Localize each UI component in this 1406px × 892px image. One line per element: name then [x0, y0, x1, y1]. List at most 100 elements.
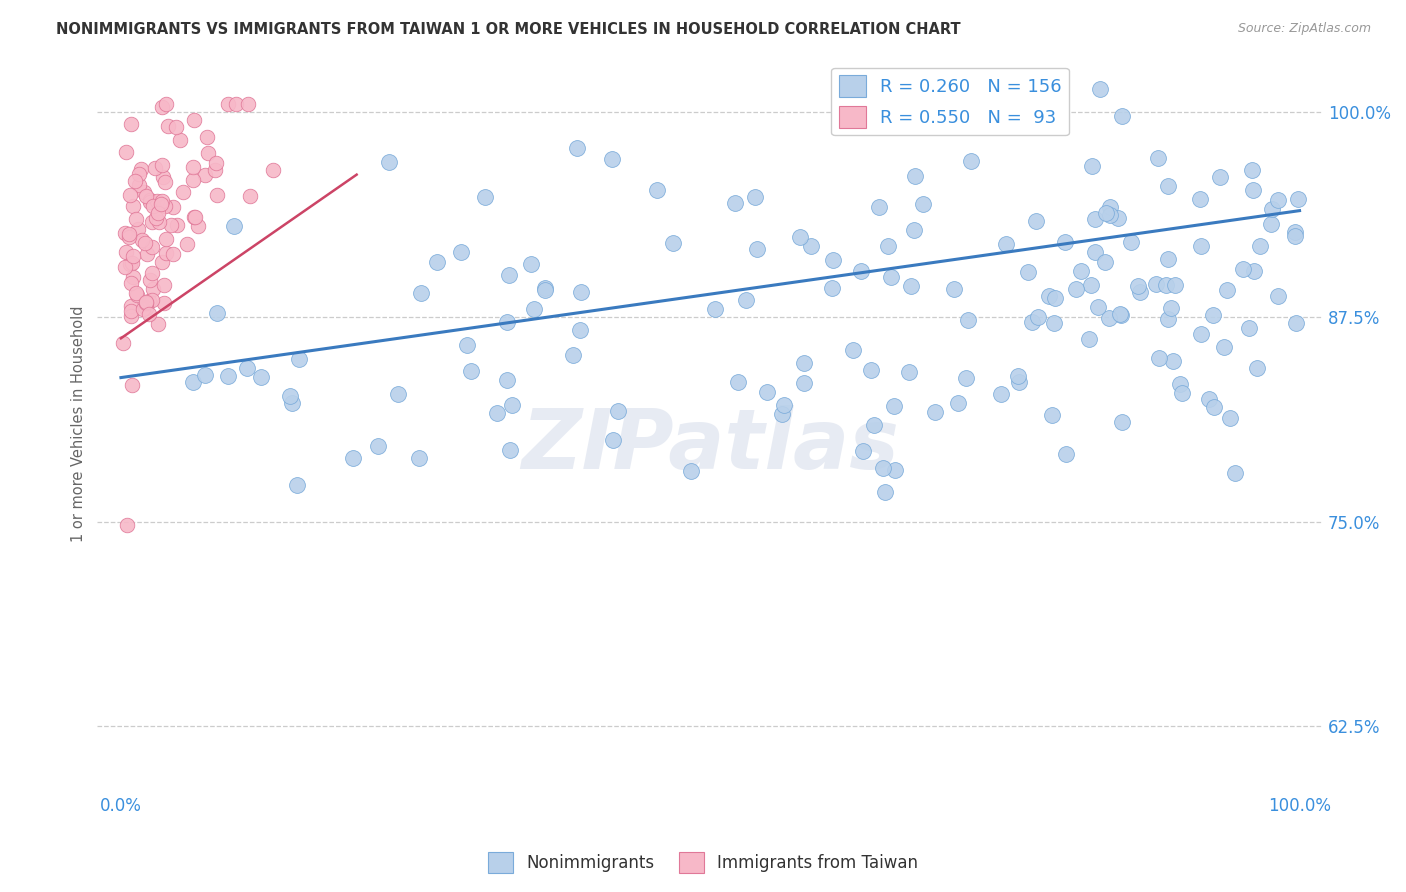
- Point: [166, 218, 188, 232]
- Point: [474, 190, 496, 204]
- Point: [262, 162, 284, 177]
- Point: [823, 253, 845, 268]
- Point: [990, 386, 1012, 401]
- Point: [884, 463, 907, 477]
- Point: [135, 301, 157, 315]
- Point: [142, 199, 165, 213]
- Point: [135, 189, 157, 203]
- Point: [1087, 300, 1109, 314]
- Point: [1198, 392, 1220, 406]
- Point: [141, 240, 163, 254]
- Point: [1267, 289, 1289, 303]
- Point: [181, 160, 204, 174]
- Point: [734, 293, 756, 307]
- Point: [146, 205, 169, 219]
- Point: [131, 302, 153, 317]
- Point: [924, 405, 946, 419]
- Point: [523, 302, 546, 317]
- Point: [942, 283, 965, 297]
- Point: [165, 120, 187, 135]
- Point: [120, 277, 142, 291]
- Point: [121, 255, 143, 269]
- Point: [841, 343, 863, 358]
- Point: [1088, 81, 1111, 95]
- Point: [1157, 312, 1180, 326]
- Point: [155, 97, 177, 112]
- Point: [1119, 235, 1142, 249]
- Point: [120, 304, 142, 318]
- Point: [1147, 151, 1170, 165]
- Point: [128, 178, 150, 192]
- Point: [1209, 169, 1232, 184]
- Point: [1043, 316, 1066, 330]
- Point: [744, 190, 766, 204]
- Point: [139, 273, 162, 287]
- Point: [770, 407, 793, 421]
- Point: [1243, 263, 1265, 277]
- Point: [146, 318, 169, 332]
- Text: Source: ZipAtlas.com: Source: ZipAtlas.com: [1237, 22, 1371, 36]
- Point: [912, 196, 935, 211]
- Point: [142, 282, 165, 296]
- Point: [224, 219, 246, 233]
- Point: [1007, 368, 1029, 383]
- Point: [136, 246, 159, 260]
- Point: [135, 294, 157, 309]
- Point: [236, 97, 259, 112]
- Point: [125, 286, 148, 301]
- Point: [904, 169, 927, 183]
- Point: [342, 450, 364, 465]
- Point: [1098, 310, 1121, 325]
- Point: [197, 145, 219, 160]
- Point: [1025, 214, 1047, 228]
- Point: [460, 364, 482, 378]
- Point: [957, 312, 980, 326]
- Point: [994, 236, 1017, 251]
- Point: [533, 283, 555, 297]
- Point: [134, 236, 156, 251]
- Point: [239, 189, 262, 203]
- Point: [181, 375, 204, 389]
- Point: [1164, 277, 1187, 292]
- Point: [872, 460, 894, 475]
- Point: [1070, 264, 1092, 278]
- Point: [1108, 307, 1130, 321]
- Point: [138, 307, 160, 321]
- Point: [955, 371, 977, 385]
- Point: [1232, 262, 1254, 277]
- Point: [145, 211, 167, 226]
- Point: [195, 130, 218, 145]
- Point: [176, 236, 198, 251]
- Point: [1147, 351, 1170, 365]
- Point: [1081, 159, 1104, 173]
- Point: [533, 281, 555, 295]
- Point: [367, 439, 389, 453]
- Point: [1008, 375, 1031, 389]
- Point: [1201, 308, 1223, 322]
- Point: [1084, 245, 1107, 260]
- Point: [793, 356, 815, 370]
- Point: [217, 97, 239, 112]
- Point: [145, 194, 167, 209]
- Point: [1267, 193, 1289, 207]
- Point: [155, 232, 177, 246]
- Point: [152, 295, 174, 310]
- Point: [727, 375, 749, 389]
- Point: [285, 478, 308, 492]
- Point: [800, 239, 823, 253]
- Point: [1080, 278, 1102, 293]
- Point: [1054, 235, 1077, 249]
- Point: [128, 167, 150, 181]
- Point: [115, 517, 138, 532]
- Point: [567, 141, 589, 155]
- Legend: Nonimmigrants, Immigrants from Taiwan: Nonimmigrants, Immigrants from Taiwan: [481, 846, 925, 880]
- Point: [1212, 340, 1234, 354]
- Point: [1156, 278, 1178, 293]
- Point: [1284, 225, 1306, 239]
- Point: [112, 335, 135, 350]
- Point: [141, 266, 163, 280]
- Point: [125, 212, 148, 227]
- Point: [1045, 291, 1067, 305]
- Point: [1223, 466, 1246, 480]
- Point: [875, 484, 897, 499]
